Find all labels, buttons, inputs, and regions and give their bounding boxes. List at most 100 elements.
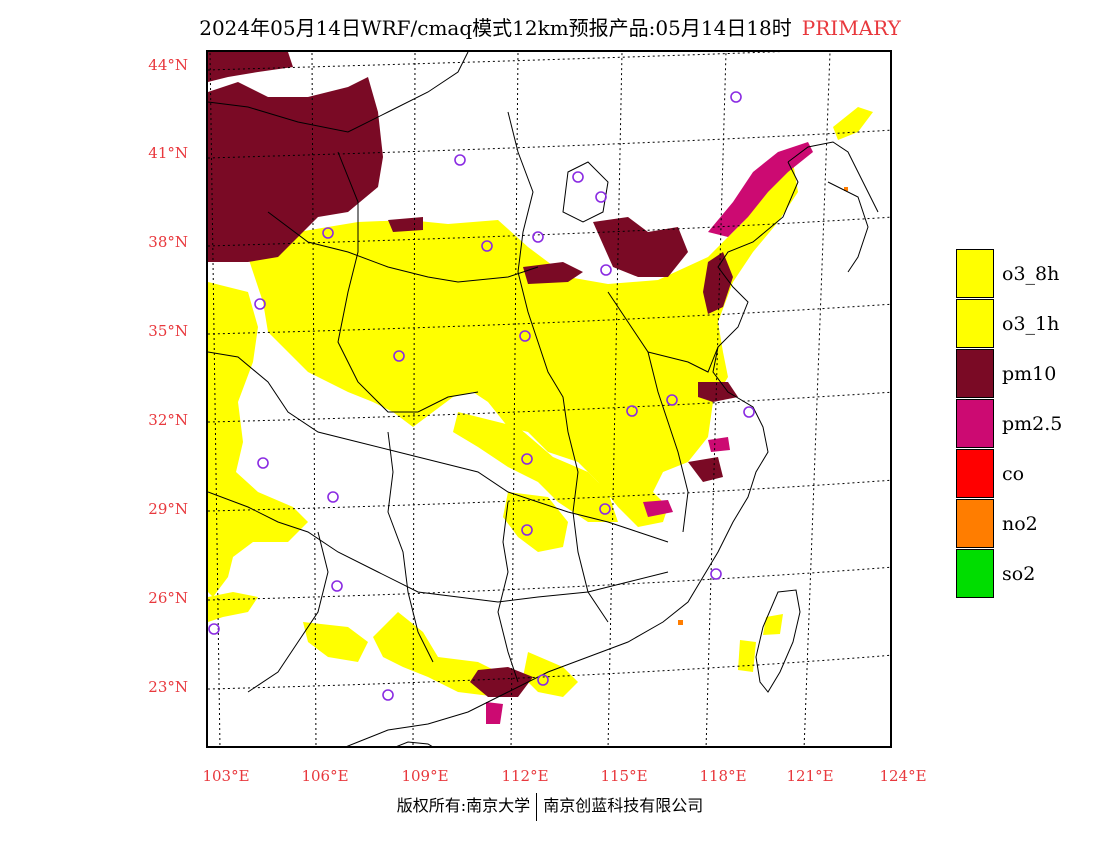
lat-label-44: 44°N xyxy=(148,56,188,74)
station-6 xyxy=(481,240,493,252)
legend-label-so2: so2 xyxy=(1002,563,1036,585)
map-title: 2024年05月14日WRF/cmaq模式12km预报产品:05月14日18时 P… xyxy=(0,12,1100,41)
meridian-112 xyxy=(510,52,519,746)
o3-area-taiwan-strait xyxy=(738,640,756,672)
o3-area-west-strip xyxy=(208,282,308,597)
pm25-area-bohai xyxy=(708,142,813,237)
legend-label-co: co xyxy=(1002,463,1025,485)
city-station-layer xyxy=(208,91,755,701)
station-23 xyxy=(382,689,394,701)
meridian-115 xyxy=(607,52,623,746)
o3-area-guangdong xyxy=(523,652,578,697)
pm10-area-layer xyxy=(208,52,738,697)
legend-item-o3-8h: o3_8h xyxy=(956,249,1096,299)
footer-separator xyxy=(536,792,538,821)
boundary-layer xyxy=(208,52,879,746)
legend-label-pm25: pm2.5 xyxy=(1002,413,1063,435)
lat-label-35: 35°N xyxy=(148,322,188,340)
pm10-area-corner xyxy=(208,52,293,82)
station-19 xyxy=(521,524,533,536)
map-canvas xyxy=(208,52,890,746)
lat-label-26: 26°N xyxy=(148,589,188,607)
pm10-area-ordos xyxy=(388,217,423,232)
pm10-area-guangdong xyxy=(470,667,533,697)
lon-label-118: 118°E xyxy=(699,767,747,785)
meridian-103 xyxy=(209,52,221,746)
station-11 xyxy=(393,350,405,362)
provincial-boundary-9 xyxy=(567,431,609,623)
pm10-area-zhejiang xyxy=(688,457,723,482)
legend-swatch-o3-8h xyxy=(956,249,994,298)
footer-copyright-right: 南京创蓝科技有限公司 xyxy=(543,796,704,815)
parallel-38 xyxy=(208,216,890,247)
korea-outline xyxy=(827,181,869,273)
legend-swatch-co xyxy=(956,449,994,498)
provincial-boundary-7 xyxy=(387,431,434,663)
legend-item-co: co xyxy=(956,449,1096,499)
provincial-boundary-12 xyxy=(562,161,609,223)
pm10-area-shandong xyxy=(703,252,733,314)
footer-copyright-left: 版权所有:南京大学 xyxy=(396,796,531,815)
legend-swatch-o3-1h xyxy=(956,299,994,348)
graticule-layer xyxy=(208,52,890,746)
o3-area-taiwan-north xyxy=(763,614,783,635)
provincial-boundary-11 xyxy=(647,346,719,373)
legend-label-pm10: pm10 xyxy=(1002,363,1057,385)
lon-label-121: 121°E xyxy=(786,767,834,785)
coastline-east xyxy=(346,161,799,746)
legend-swatch-pm25 xyxy=(956,399,994,448)
taiwan-outline xyxy=(755,589,801,693)
provincial-boundary-8 xyxy=(497,501,519,683)
lon-label-112: 112°E xyxy=(501,767,549,785)
copyright-footer: 版权所有:南京大学 南京创蓝科技有限公司 xyxy=(0,792,1100,821)
provincial-boundary-3 xyxy=(507,111,569,433)
station-9 xyxy=(254,298,266,310)
station-8 xyxy=(600,264,612,276)
parallel-29 xyxy=(208,479,890,512)
station-3 xyxy=(572,171,584,183)
station-20 xyxy=(710,568,722,580)
lon-label-103: 103°E xyxy=(202,767,250,785)
parallel-23 xyxy=(208,654,890,690)
provincial-boundary-10 xyxy=(607,291,689,533)
legend-item-no2: no2 xyxy=(956,499,1096,549)
pm10-area-northwest xyxy=(208,77,383,262)
hainan-outline xyxy=(396,741,433,746)
provincial-boundary-4 xyxy=(208,351,669,543)
legend-label-o3-1h: o3_1h xyxy=(1002,313,1060,335)
parallel-41 xyxy=(208,129,890,159)
provincial-boundary-2 xyxy=(337,151,479,413)
station-5 xyxy=(322,227,334,239)
provincial-boundary-1 xyxy=(267,211,539,283)
lon-label-106: 106°E xyxy=(301,767,349,785)
station-13 xyxy=(626,405,638,417)
meridian-118 xyxy=(705,52,727,746)
o3-area-north-band xyxy=(248,162,798,527)
lon-label-109: 109°E xyxy=(401,767,449,785)
pm10-area-hebei xyxy=(593,217,688,277)
legend-swatch-so2 xyxy=(956,549,994,598)
lon-label-124: 124°E xyxy=(879,767,927,785)
pm10-area-anhui xyxy=(698,382,738,402)
o3-area-sw-corner xyxy=(208,592,258,622)
pm25-area-fujian xyxy=(643,500,673,517)
station-22 xyxy=(208,623,220,635)
legend-item-so2: so2 xyxy=(956,549,1096,599)
station-1 xyxy=(730,91,742,103)
o3-area-central-blobs xyxy=(453,412,618,522)
no2-point-2 xyxy=(844,187,848,191)
station-2 xyxy=(454,154,466,166)
station-15 xyxy=(521,453,533,465)
pollutant-legend: o3_8h o3_1h pm10 pm2.5 co no2 so2 xyxy=(956,249,1096,599)
legend-item-pm25: pm2.5 xyxy=(956,399,1096,449)
station-17 xyxy=(327,491,339,503)
station-16 xyxy=(257,457,269,469)
lat-label-29: 29°N xyxy=(148,500,188,518)
parallel-26 xyxy=(208,566,890,601)
no2-point-1 xyxy=(678,620,683,625)
station-12 xyxy=(666,394,678,406)
station-4 xyxy=(595,191,607,203)
pm25-area-layer xyxy=(486,142,813,724)
legend-swatch-pm10 xyxy=(956,349,994,398)
